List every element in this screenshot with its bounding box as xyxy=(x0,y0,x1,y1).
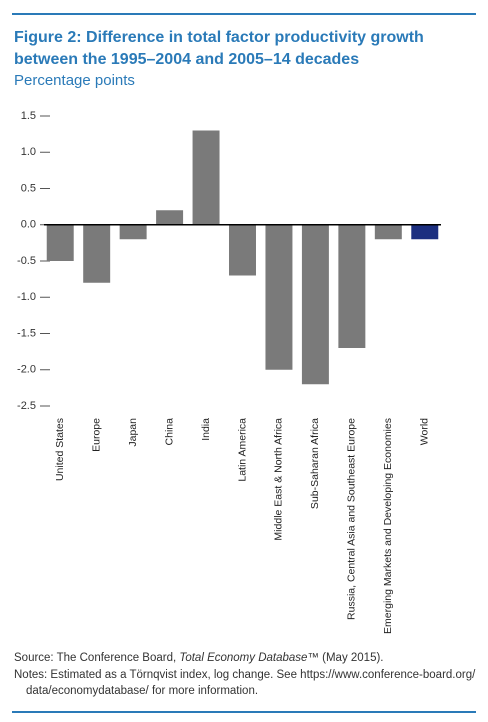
y-tick-label: -1.5 xyxy=(17,327,36,339)
x-tick-label: China xyxy=(163,418,175,446)
y-tick-label: 0.5 xyxy=(21,182,36,194)
x-tick-label: Europe xyxy=(90,418,102,452)
y-tick-label: -1.0 xyxy=(17,291,36,303)
chart-title: between the 1995–2004 and 2005–14 decade… xyxy=(14,51,359,68)
x-tick-label: Russia, Central Asia and Southeast Europ… xyxy=(346,418,358,620)
bar xyxy=(301,224,329,385)
y-tick-label: 0.0 xyxy=(21,219,36,231)
bar xyxy=(338,224,366,348)
x-tick-label: India xyxy=(200,418,212,441)
bar xyxy=(229,224,256,276)
x-tick-label: Sub-Saharan Africa xyxy=(309,418,321,509)
source-italic: Total Economy Database xyxy=(179,652,308,664)
x-tick-label: Japan xyxy=(127,418,139,447)
bar xyxy=(265,224,293,370)
bar xyxy=(374,224,402,240)
note: data/economydatabase/ for more informati… xyxy=(26,685,259,697)
y-tick-label: 1.0 xyxy=(21,146,36,158)
x-tick-label: Emerging Markets and Developing Economie… xyxy=(382,418,394,634)
bar xyxy=(411,224,439,240)
bar xyxy=(119,224,147,240)
y-tick-label: -2.5 xyxy=(17,400,36,412)
source-text: ™ (May 2015). xyxy=(307,652,384,664)
y-tick-label: -2.0 xyxy=(17,364,36,376)
x-tick-label: Latin America xyxy=(236,418,248,482)
chart-subtitle: Percentage points xyxy=(14,72,135,89)
bottom-rule xyxy=(12,711,476,713)
x-tick-label: United States xyxy=(54,418,66,481)
source-text: Source: The Conference Board, xyxy=(14,652,180,664)
chart: Figure 2: Difference in total factor pro… xyxy=(12,13,476,634)
bar xyxy=(156,210,184,225)
note: Notes: Estimated as a Törnqvist index, l… xyxy=(14,669,476,681)
y-tick-label: -0.5 xyxy=(17,255,36,267)
source: Source: The Conference Board, Total Econ… xyxy=(14,652,384,664)
bar xyxy=(192,130,220,225)
y-tick-label: 1.5 xyxy=(21,110,36,122)
bar xyxy=(83,224,111,283)
bar xyxy=(46,224,74,261)
chart-title: Figure 2: Difference in total factor pro… xyxy=(14,29,424,46)
x-tick-label: Middle East & North Africa xyxy=(273,418,285,541)
x-tick-label: World xyxy=(419,418,431,445)
